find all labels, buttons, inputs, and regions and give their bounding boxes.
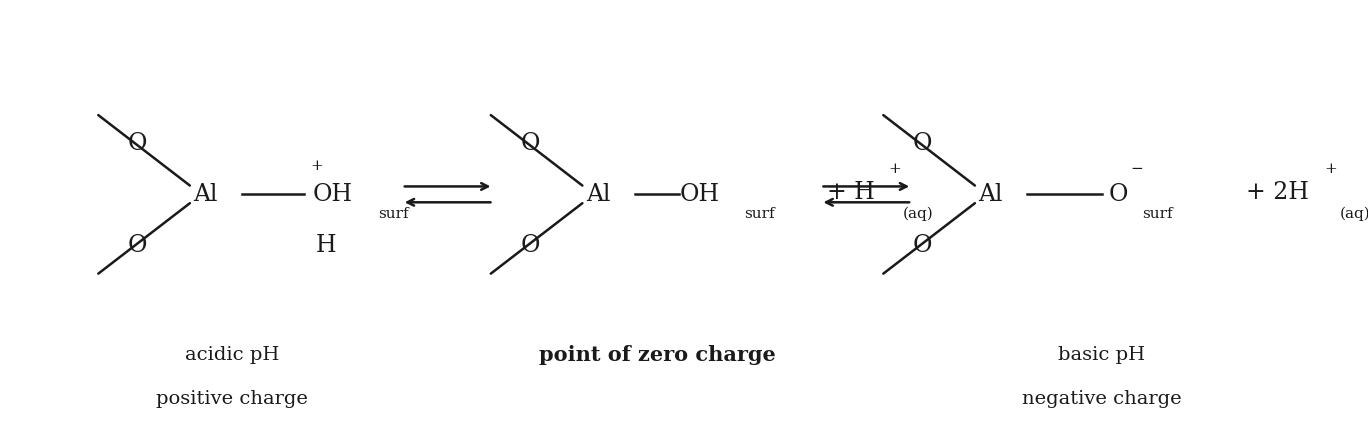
Text: +: +: [1324, 162, 1337, 176]
Text: Al: Al: [193, 183, 218, 206]
Text: O: O: [127, 132, 148, 155]
Text: O: O: [912, 234, 933, 256]
Text: −: −: [1131, 162, 1144, 176]
Text: acidic pH: acidic pH: [185, 346, 279, 364]
Text: surf: surf: [379, 207, 409, 221]
Text: + H: + H: [828, 181, 874, 204]
Text: Al: Al: [978, 183, 1003, 206]
Text: +: +: [889, 162, 902, 176]
Text: H: H: [316, 234, 337, 256]
Text: O: O: [912, 132, 933, 155]
Text: +: +: [311, 159, 323, 173]
Text: O: O: [520, 234, 540, 256]
Text: O: O: [127, 234, 148, 256]
Text: (aq): (aq): [1339, 207, 1368, 221]
Text: + 2H: + 2H: [1246, 181, 1309, 204]
Text: surf: surf: [1142, 207, 1172, 221]
Text: surf: surf: [744, 207, 776, 221]
Text: (aq): (aq): [903, 207, 934, 221]
Text: point of zero charge: point of zero charge: [539, 345, 776, 365]
Text: positive charge: positive charge: [156, 390, 308, 408]
Text: Al: Al: [586, 183, 610, 206]
Text: OH: OH: [313, 183, 353, 206]
Text: negative charge: negative charge: [1022, 390, 1182, 408]
Text: O: O: [520, 132, 540, 155]
Text: basic pH: basic pH: [1059, 346, 1145, 364]
Text: O: O: [1108, 183, 1127, 206]
Text: OH: OH: [679, 183, 720, 206]
